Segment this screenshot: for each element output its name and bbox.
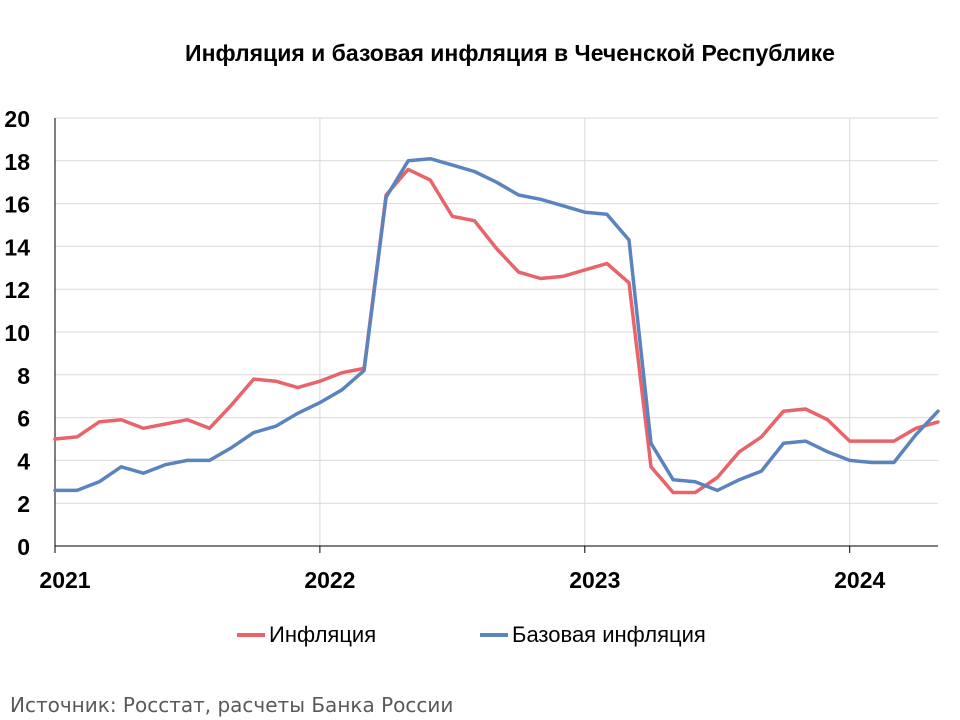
x-tick-label: 2023 bbox=[569, 567, 620, 593]
y-tick-label: 6 bbox=[17, 406, 30, 432]
series-line-core-inflation bbox=[53, 156, 940, 493]
legend: Инфляция Базовая инфляция bbox=[0, 622, 960, 652]
legend-swatch-inflation bbox=[237, 633, 265, 637]
y-tick-label: 2 bbox=[17, 491, 30, 517]
x-tick-label: 2024 bbox=[834, 567, 885, 593]
source-note: Источник: Росстат, расчеты Банка России bbox=[10, 693, 454, 717]
y-tick-label: 10 bbox=[4, 320, 30, 346]
y-tick-label: 18 bbox=[4, 149, 30, 175]
y-tick-label: 20 bbox=[4, 106, 30, 132]
axis-layer: 0 2 4 6 8 10 12 14 16 18 20 2021 2022 2023 2024 bbox=[4, 106, 938, 593]
y-tick-label: 0 bbox=[17, 534, 30, 560]
legend-swatch-core-inflation bbox=[480, 633, 508, 637]
series-line-inflation bbox=[53, 167, 940, 495]
y-tick-label: 12 bbox=[4, 277, 30, 303]
legend-item-core-inflation: Базовая инфляция bbox=[480, 622, 706, 648]
series-layer bbox=[53, 156, 940, 495]
x-tick-label: 2021 bbox=[39, 567, 90, 593]
legend-label-inflation: Инфляция bbox=[269, 622, 377, 647]
chart-title: Инфляция и базовая инфляция в Чеченской … bbox=[185, 40, 835, 66]
y-tick-label: 4 bbox=[17, 448, 30, 474]
y-tick-label: 14 bbox=[4, 234, 30, 260]
y-tick-label: 8 bbox=[17, 363, 30, 389]
legend-item-inflation: Инфляция bbox=[237, 622, 376, 648]
legend-label-core-inflation: Базовая инфляция bbox=[512, 622, 706, 647]
x-tick-label: 2022 bbox=[304, 567, 355, 593]
grid-layer bbox=[55, 117, 938, 546]
y-tick-label: 16 bbox=[4, 192, 30, 218]
